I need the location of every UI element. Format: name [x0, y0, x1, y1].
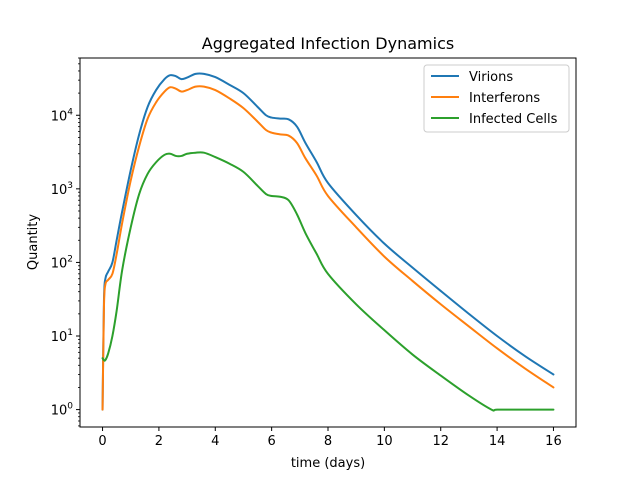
- y-axis-label: Quantity: [26, 214, 41, 270]
- x-tick-label: 4: [211, 434, 219, 449]
- series-line-interferons: [101, 85, 555, 411]
- legend-label-interferons: Interferons: [469, 91, 540, 106]
- legend: Virions Interferons Infected Cells: [423, 64, 570, 133]
- x-tick-label: 14: [489, 434, 506, 449]
- chart-title: Aggregated Infection Dynamics: [202, 34, 454, 53]
- series-line-infected-cells: [101, 151, 555, 412]
- x-tick-label: 0: [98, 434, 106, 449]
- legend-label-virions: Virions: [469, 70, 513, 85]
- x-tick-label: 6: [267, 434, 275, 449]
- x-tick-label: 16: [545, 434, 562, 449]
- y-axis: 100 101 102 103 104: [51, 57, 80, 427]
- legend-box: [423, 64, 570, 133]
- y-tick-label: 101: [51, 328, 73, 345]
- x-axis: 0 2 4 6 8 10 12 14 16: [98, 427, 562, 449]
- series-layer: [101, 72, 555, 412]
- y-tick-label: 100: [51, 402, 74, 419]
- y-tick-label: 102: [51, 254, 73, 271]
- y-tick-label: 104: [51, 107, 74, 124]
- x-tick-label: 2: [155, 434, 163, 449]
- x-axis-label: time (days): [291, 456, 365, 471]
- x-tick-label: 8: [324, 434, 332, 449]
- series-line-virions: [101, 72, 555, 411]
- x-tick-label: 10: [376, 434, 393, 449]
- x-tick-label: 12: [432, 434, 449, 449]
- y-tick-label: 103: [51, 181, 73, 198]
- legend-label-infected-cells: Infected Cells: [469, 112, 558, 127]
